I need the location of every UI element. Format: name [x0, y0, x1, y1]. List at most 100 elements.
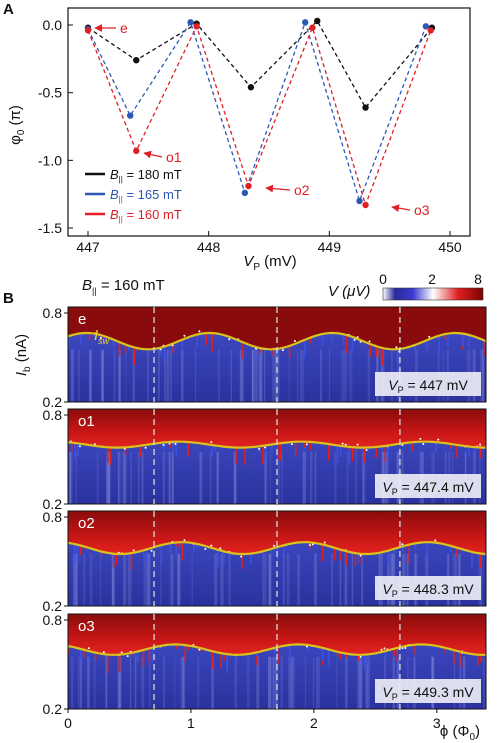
- switching-spike: [348, 446, 351, 451]
- noise-streak: [255, 656, 259, 709]
- noise-streak: [361, 553, 364, 606]
- speckle: [198, 330, 201, 333]
- speckle: [273, 544, 276, 547]
- switching-spike: [369, 343, 372, 357]
- switching-spike: [483, 339, 485, 357]
- noise-streak: [177, 553, 180, 606]
- noise-streak: [89, 349, 92, 402]
- noise-streak: [251, 349, 254, 402]
- noise-streak: [281, 451, 283, 504]
- data-point: [241, 189, 249, 197]
- noise-streak: [105, 656, 108, 709]
- speckle: [78, 445, 81, 448]
- switching-spike: [68, 542, 70, 553]
- noise-streak: [87, 656, 89, 709]
- noise-streak: [339, 553, 342, 606]
- switching-spike: [327, 649, 330, 666]
- svg-text:B|| = 180 mT: B|| = 180 mT: [110, 167, 182, 184]
- speckle: [228, 338, 231, 341]
- noise-streak: [100, 349, 104, 402]
- switching-spike: [453, 649, 455, 654]
- switching-spike: [447, 333, 449, 347]
- noise-streak: [268, 656, 272, 709]
- switching-spike: [277, 547, 279, 561]
- noise-streak: [171, 451, 174, 504]
- speckle: [293, 339, 296, 342]
- speckle: [102, 651, 105, 654]
- switching-spike: [82, 546, 85, 550]
- speckle: [359, 554, 362, 557]
- noise-streak: [74, 553, 78, 606]
- noise-streak: [241, 349, 244, 402]
- switching-spike: [112, 553, 115, 564]
- switching-spike: [345, 653, 348, 658]
- switching-spike: [163, 346, 166, 362]
- switching-spike: [79, 648, 82, 661]
- switching-spike: [211, 650, 213, 670]
- noise-streak: [105, 451, 108, 504]
- noise-streak: [312, 656, 314, 709]
- svg-text:B|| = 165 mT: B|| = 165 mT: [110, 187, 182, 204]
- noise-streak: [130, 451, 132, 504]
- switching-spike: [474, 447, 476, 453]
- noise-streak: [111, 553, 113, 606]
- switching-spike: [82, 649, 85, 658]
- noise-streak: [316, 656, 318, 709]
- noise-streak: [106, 451, 109, 504]
- noise-streak: [148, 553, 151, 606]
- switching-spike: [241, 341, 243, 359]
- switching-spike: [354, 553, 357, 567]
- panel-tag-o2: o2: [78, 515, 95, 532]
- noise-streak: [174, 656, 176, 709]
- noise-streak: [101, 349, 105, 402]
- panel-tag-o3: o3: [78, 618, 95, 635]
- noise-streak: [117, 656, 120, 709]
- speckle: [183, 334, 186, 337]
- switching-spike: [109, 447, 112, 466]
- vp-label-box: [375, 474, 481, 498]
- noise-streak: [270, 553, 272, 606]
- switching-spike: [450, 545, 452, 552]
- x-tick-label: 0: [64, 715, 72, 731]
- noise-streak: [239, 349, 242, 402]
- switching-spike: [262, 445, 264, 454]
- data-point: [127, 112, 134, 119]
- switching-spike: [366, 654, 369, 665]
- heatmap-superconducting-region: [68, 409, 486, 448]
- noise-streak: [78, 656, 80, 709]
- noise-streak: [80, 656, 83, 709]
- vp-label-box: [375, 679, 481, 703]
- data-point: [314, 17, 321, 25]
- noise-streak: [268, 553, 272, 606]
- switching-spike: [327, 443, 330, 461]
- noise-streak: [292, 656, 295, 709]
- vp-label-box: [375, 576, 481, 600]
- vp-label-box: [375, 372, 481, 396]
- noise-streak: [280, 656, 283, 709]
- noise-streak: [328, 349, 331, 402]
- noise-streak: [143, 553, 147, 606]
- noise-streak: [345, 553, 348, 606]
- switching-spike: [220, 653, 222, 668]
- noise-streak: [252, 349, 254, 402]
- switching-spike: [348, 446, 351, 465]
- switching-spike: [393, 648, 396, 656]
- switching-spike: [124, 344, 127, 354]
- noise-streak: [240, 349, 243, 402]
- switching-spike: [456, 547, 458, 557]
- switching-spike: [321, 544, 324, 562]
- noise-streak: [168, 451, 171, 504]
- speckle: [240, 555, 243, 558]
- switching-spike: [277, 647, 279, 665]
- switching-spike: [274, 647, 276, 655]
- switching-spike: [256, 652, 258, 656]
- noise-streak: [256, 349, 259, 402]
- switching-spike: [387, 445, 390, 457]
- noise-streak: [134, 656, 137, 709]
- noise-streak: [362, 451, 365, 504]
- switching-spike: [142, 550, 145, 555]
- switching-spike: [127, 345, 130, 351]
- speckle: [290, 443, 293, 446]
- switching-spike: [217, 549, 219, 568]
- data-point: [247, 84, 255, 91]
